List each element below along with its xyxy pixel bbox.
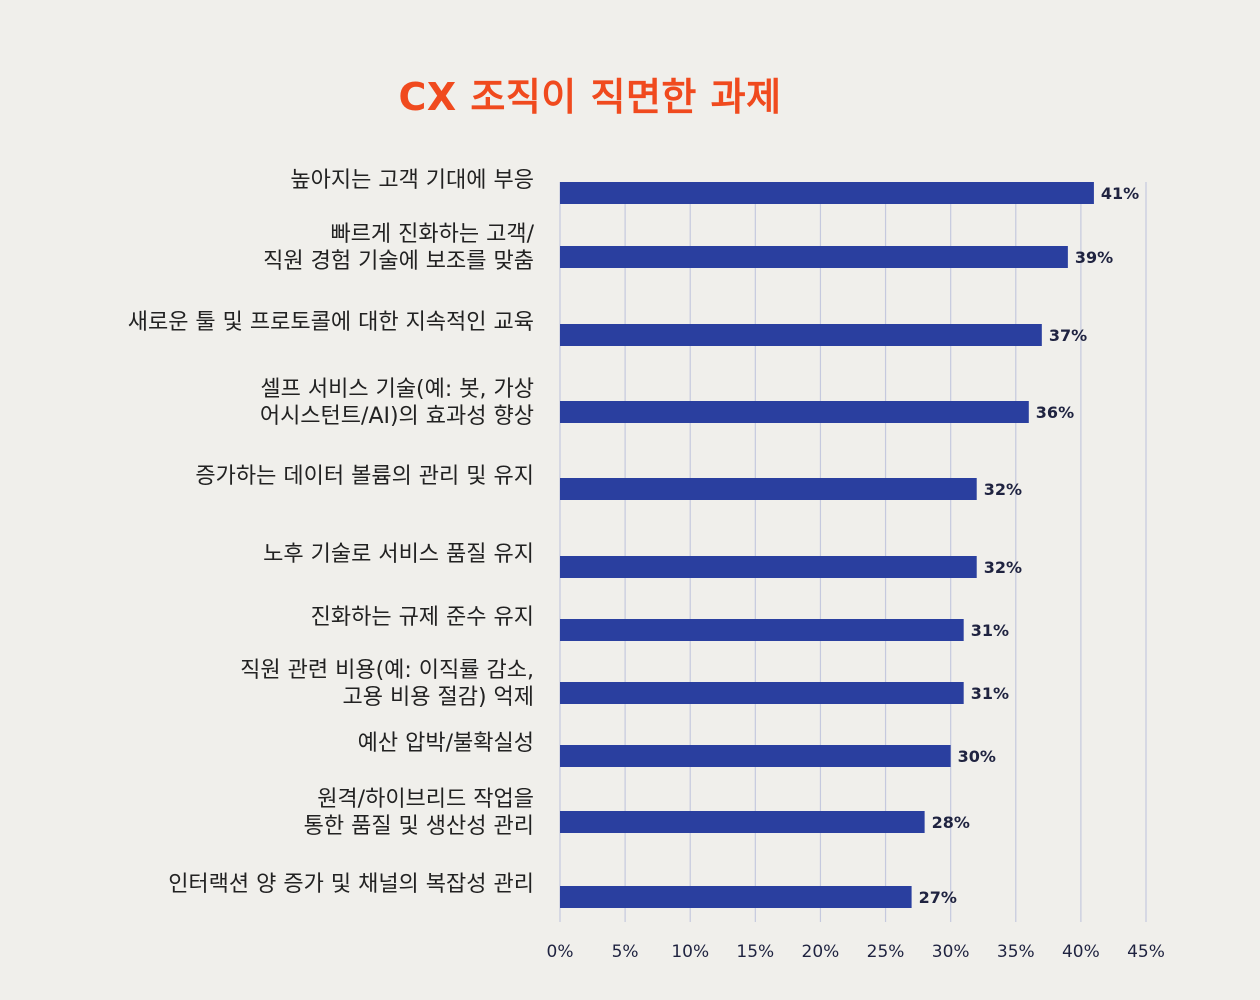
bar-7 bbox=[560, 619, 964, 641]
bar-value-label: 39% bbox=[1075, 248, 1113, 267]
category-label: 높아지는 고객 기대에 부응 bbox=[290, 168, 534, 193]
category-label: 인터랙션 양 증가 및 채널의 복잡성 관리 bbox=[168, 872, 534, 897]
x-tick-label: 15% bbox=[736, 942, 774, 962]
x-tick-label: 45% bbox=[1127, 942, 1165, 962]
bar-4 bbox=[560, 401, 1029, 423]
x-tick-label: 5% bbox=[612, 942, 639, 962]
bar-5 bbox=[560, 478, 977, 500]
category-label: 통한 품질 및 생산성 관리 bbox=[304, 814, 534, 839]
bar-value-label: 32% bbox=[984, 558, 1022, 577]
bar-8 bbox=[560, 682, 964, 704]
bar-value-label: 32% bbox=[984, 480, 1022, 499]
bar-10 bbox=[560, 811, 925, 833]
bar-11 bbox=[560, 886, 912, 908]
category-label: 진화하는 규제 준수 유지 bbox=[311, 605, 534, 630]
category-label: 직원 경험 기술에 보조를 맞춤 bbox=[263, 249, 534, 274]
bar-value-label: 27% bbox=[919, 888, 957, 907]
category-label: 고용 비용 절감) 억제 bbox=[343, 685, 534, 710]
category-label: 직원 관련 비용(예: 이직률 감소, bbox=[240, 658, 534, 683]
bar-value-label: 36% bbox=[1036, 403, 1074, 422]
category-label: 셀프 서비스 기술(예: 봇, 가상 bbox=[260, 377, 534, 402]
grid-lines bbox=[559, 182, 1147, 922]
bar-2 bbox=[560, 246, 1068, 268]
category-label: 빠르게 진화하는 고객/ bbox=[330, 222, 534, 247]
bar-3 bbox=[560, 324, 1042, 346]
bar-value-label: 30% bbox=[958, 747, 996, 766]
x-tick-label: 0% bbox=[547, 942, 574, 962]
value-labels: 41% 39% 37% 36% 32% 32% 31% 31% 30% 28% 27% bbox=[919, 184, 1140, 907]
category-label: 증가하는 데이터 볼륨의 관리 및 유지 bbox=[195, 464, 534, 489]
bar-value-label: 28% bbox=[932, 813, 970, 832]
bars bbox=[560, 182, 1094, 908]
bar-1 bbox=[560, 182, 1094, 204]
category-label: 어시스턴트/AI)의 효과성 향상 bbox=[260, 404, 534, 429]
x-tick-label: 35% bbox=[997, 942, 1035, 962]
category-label: 원격/하이브리드 작업을 bbox=[317, 787, 534, 812]
category-label: 새로운 툴 및 프로토콜에 대한 지속적인 교육 bbox=[128, 310, 534, 335]
bar-value-label: 31% bbox=[971, 684, 1009, 703]
x-axis-ticks: 0% 5% 10% 15% 20% 25% 30% 35% 40% 45% bbox=[547, 942, 1165, 962]
x-tick-label: 10% bbox=[671, 942, 709, 962]
bar-6 bbox=[560, 556, 977, 578]
bar-value-label: 37% bbox=[1049, 326, 1087, 345]
x-tick-label: 25% bbox=[867, 942, 905, 962]
bar-9 bbox=[560, 745, 951, 767]
x-tick-label: 20% bbox=[802, 942, 840, 962]
category-label: 노후 기술로 서비스 품질 유지 bbox=[263, 542, 534, 567]
x-tick-label: 30% bbox=[932, 942, 970, 962]
x-tick-label: 40% bbox=[1062, 942, 1100, 962]
chart-title: CX 조직이 직면한 과제 bbox=[398, 75, 782, 119]
bar-value-label: 31% bbox=[971, 621, 1009, 640]
category-label: 예산 압박/불확실성 bbox=[358, 731, 534, 756]
bar-value-label: 41% bbox=[1101, 184, 1139, 203]
